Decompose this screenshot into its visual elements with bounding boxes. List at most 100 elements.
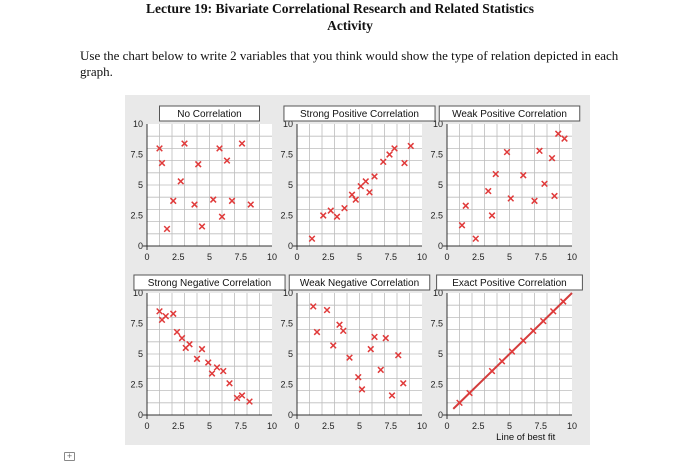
y-tick-label: 5 (288, 180, 293, 190)
data-point (181, 140, 188, 147)
y-tick-label: 10 (133, 288, 143, 298)
data-point (382, 334, 390, 342)
data-point (194, 160, 202, 168)
y-tick-label: 10 (283, 119, 293, 129)
data-point (549, 307, 557, 315)
data-point (367, 345, 375, 353)
x-tick-label: 5 (357, 252, 362, 262)
y-tick-label: 7.5 (430, 319, 443, 329)
gridlines (147, 293, 272, 415)
chart-3: 0 2.5 5 7.5 10 0 2.5 5 7.5 10 Weak Positive Correl… (430, 105, 581, 262)
data-point (456, 399, 463, 407)
y-tick-label: 7.5 (280, 150, 293, 160)
data-point (341, 204, 348, 212)
gridlines (297, 124, 422, 246)
y-tick-label: 2.5 (280, 380, 293, 390)
y-tick-label: 0 (438, 410, 443, 420)
x-tick-label: 10 (417, 421, 427, 431)
y-tick-label: 0 (138, 241, 143, 251)
data-point (156, 307, 163, 315)
data-point (193, 355, 201, 363)
data-point (169, 197, 177, 205)
data-point (548, 154, 556, 162)
y-tick-label: 7.5 (280, 319, 293, 329)
data-point (407, 142, 415, 150)
x-tick-label: 0 (294, 421, 299, 431)
data-point (162, 312, 170, 320)
data-point (226, 379, 233, 387)
x-tick-label: 7.5 (534, 252, 547, 262)
data-point (348, 191, 356, 199)
data-point (484, 187, 492, 195)
data-point (233, 394, 241, 402)
data-point (352, 196, 360, 203)
x-tick-label: 0 (444, 421, 449, 431)
x-tick-label: 7.5 (234, 421, 247, 431)
chart-title-box (283, 105, 436, 122)
data-point (208, 370, 216, 377)
y-tick-label: 2.5 (280, 211, 293, 221)
chart-title: Strong Negative Correlation (148, 278, 271, 289)
data-point (492, 170, 500, 178)
data-point (519, 337, 527, 344)
data-point (386, 151, 393, 158)
data-point (539, 317, 547, 325)
x-tick-label: 0 (294, 252, 299, 262)
y-tick-label: 10 (133, 119, 143, 129)
chart-title: Weak Positive Correlation (452, 109, 567, 120)
data-point (323, 306, 331, 314)
x-tick-label: 10 (567, 421, 577, 431)
x-tick-label: 7.5 (534, 421, 547, 431)
x-tick-label: 10 (567, 252, 577, 262)
data-point (228, 197, 236, 205)
data-point (158, 159, 166, 167)
data-point (204, 359, 212, 366)
data-point (246, 398, 253, 405)
chart-6: 0 2.5 5 7.5 10 0 2.5 5 7.5 10 Exact Positive Corre… (430, 274, 583, 443)
y-tick-label: 0 (288, 410, 293, 420)
x-tick-label: 10 (267, 421, 277, 431)
chart-panel: 0 2.5 5 7.5 10 0 2.5 5 7.5 10 No Correlation 0 2.5 5 7… (125, 95, 590, 445)
data-point (366, 188, 373, 196)
data-point (191, 201, 198, 208)
data-point (488, 212, 496, 219)
best-fit-label: Line of best fit (496, 432, 556, 443)
x-tick-label: 5 (507, 421, 512, 431)
data-point (327, 207, 335, 214)
data-point (394, 351, 402, 359)
y-tick-label: 10 (433, 288, 443, 298)
x-tick-label: 2.5 (472, 421, 485, 431)
x-tick-label: 2.5 (322, 252, 335, 262)
data-point (399, 379, 407, 387)
title-line-1: Lecture 19: Bivariate Correlational Rese… (145, 1, 535, 16)
data-point (169, 310, 177, 318)
x-tick-label: 10 (417, 252, 427, 262)
expand-icon[interactable]: + (64, 452, 75, 461)
chart-title-box (159, 105, 260, 122)
data-point (529, 327, 537, 335)
data-point (561, 135, 568, 142)
x-tick-label: 2.5 (472, 252, 485, 262)
x-tick-label: 7.5 (234, 252, 247, 262)
x-tick-label: 5 (507, 252, 512, 262)
y-tick-label: 0 (288, 241, 293, 251)
data-point (218, 213, 226, 221)
data-point (329, 342, 337, 349)
y-tick-label: 2.5 (430, 211, 443, 221)
data-point (472, 235, 480, 243)
data-point (508, 348, 516, 355)
data-point (238, 140, 246, 147)
data-point (186, 340, 193, 348)
y-tick-label: 2.5 (130, 380, 143, 390)
x-tick-label: 0 (144, 421, 149, 431)
data-point (216, 145, 223, 152)
x-tick-label: 7.5 (384, 421, 397, 431)
data-point (554, 130, 562, 138)
instructions-text: Use the chart below to write 2 variables… (80, 48, 619, 79)
data-point (336, 321, 343, 329)
chart-title: No Correlation (177, 109, 241, 120)
gridlines (447, 124, 572, 246)
x-tick-label: 0 (444, 252, 449, 262)
data-point (371, 333, 378, 341)
data-point (358, 386, 366, 393)
